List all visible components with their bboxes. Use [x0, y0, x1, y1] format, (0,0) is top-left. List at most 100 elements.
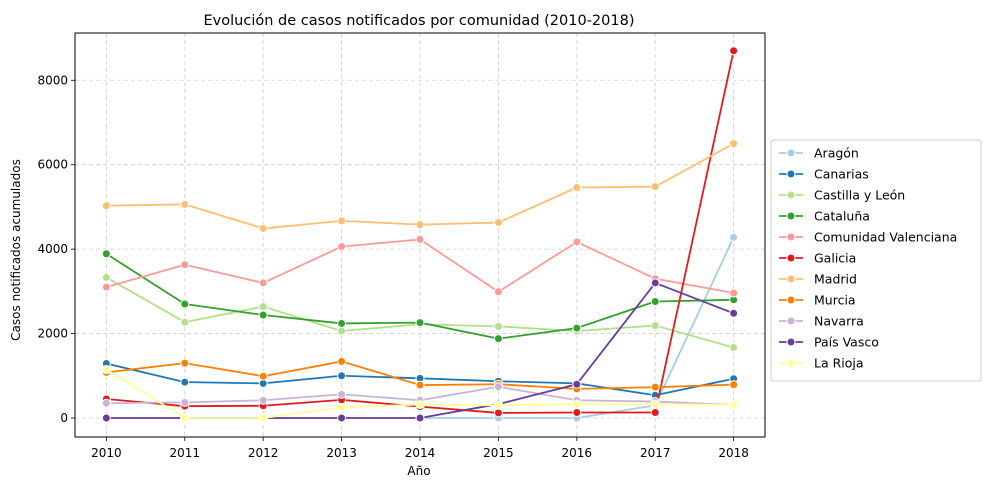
legend-label: Navarra [814, 314, 864, 329]
data-point [572, 379, 582, 389]
y-tick-label: 0 [60, 411, 68, 425]
legend-box [770, 139, 982, 382]
legend-item: Comunidad Valenciana [779, 230, 957, 245]
legend-item: Canarias [779, 167, 869, 182]
data-point [415, 399, 425, 409]
data-point [258, 278, 268, 288]
x-tick-label: 2014 [405, 446, 436, 460]
data-point [493, 218, 503, 228]
legend-label: Castilla y León [814, 188, 905, 203]
data-point [650, 296, 660, 306]
legend-marker [786, 169, 796, 179]
x-tick-label: 2018 [718, 446, 749, 460]
legend-item: Galicia [779, 251, 856, 266]
data-point [337, 216, 347, 226]
data-point [729, 232, 739, 242]
data-point [337, 371, 347, 381]
data-point [650, 278, 660, 288]
data-point [572, 408, 582, 418]
data-point [572, 323, 582, 333]
data-point [180, 397, 190, 407]
data-point [493, 400, 503, 410]
legend-item: Cataluña [779, 209, 870, 224]
data-point [101, 282, 111, 292]
legend-marker [786, 316, 796, 326]
data-point [493, 287, 503, 297]
legend-label: Comunidad Valenciana [814, 230, 957, 245]
data-point [729, 343, 739, 353]
data-point [180, 413, 190, 423]
data-point [337, 356, 347, 366]
legend-item: Navarra [779, 314, 864, 329]
data-point [101, 398, 111, 408]
data-point [101, 364, 111, 374]
x-tick-label: 2013 [326, 446, 357, 460]
series-madrid [101, 139, 739, 233]
data-point [101, 272, 111, 282]
data-point [729, 46, 739, 56]
data-point [493, 382, 503, 392]
data-point [258, 413, 268, 423]
data-point [258, 302, 268, 312]
legend-marker [786, 232, 796, 242]
data-point [415, 220, 425, 230]
data-point [650, 382, 660, 392]
data-point [258, 223, 268, 233]
y-tick-label: 4000 [37, 242, 68, 256]
y-tick-label: 8000 [37, 73, 68, 87]
data-point [415, 380, 425, 390]
data-point [650, 182, 660, 192]
x-tick-label: 2012 [248, 446, 279, 460]
data-point [337, 318, 347, 328]
legend-item: Murcia [779, 293, 856, 308]
data-point [729, 139, 739, 149]
data-point [572, 399, 582, 409]
data-point [101, 413, 111, 423]
legend-marker [786, 274, 796, 284]
data-point [180, 260, 190, 270]
legend: Aragón Canarias Castilla y León Cataluña Com… [770, 139, 982, 382]
data-point [729, 288, 739, 298]
legend-label: Cataluña [814, 209, 870, 224]
legend-marker [786, 211, 796, 221]
data-point [180, 317, 190, 327]
series-la-rioja [101, 364, 739, 423]
legend-label: Aragón [814, 146, 859, 161]
legend-item: País Vasco [779, 335, 879, 350]
data-point [337, 326, 347, 336]
data-point [729, 308, 739, 318]
legend-label: Murcia [814, 293, 856, 308]
legend-label: Canarias [814, 167, 869, 182]
y-tick-label: 2000 [37, 327, 68, 341]
legend-label: Madrid [814, 272, 857, 287]
data-point [493, 334, 503, 344]
data-point [415, 234, 425, 244]
data-point [415, 318, 425, 328]
data-point [101, 201, 111, 211]
axes: 2010 2011 2012 2013 2014 2015 2016 2017 2018 0 200… [37, 73, 748, 460]
data-point [101, 249, 111, 259]
legend-item: Castilla y León [779, 188, 905, 203]
x-tick-label: 2010 [91, 446, 122, 460]
legend-marker [786, 190, 796, 200]
y-tick-label: 6000 [37, 158, 68, 172]
data-point [493, 321, 503, 331]
legend-marker [786, 337, 796, 347]
data-point [729, 380, 739, 390]
data-point [337, 402, 347, 412]
data-point [572, 183, 582, 193]
data-point [180, 299, 190, 309]
x-axis-label: Año [407, 464, 430, 478]
x-tick-label: 2017 [640, 446, 671, 460]
data-point [337, 242, 347, 252]
data-point [572, 237, 582, 247]
x-tick-label: 2016 [562, 446, 593, 460]
legend-marker [786, 295, 796, 305]
data-point [415, 413, 425, 423]
data-point [650, 321, 660, 331]
data-point [180, 377, 190, 387]
legend-label: País Vasco [814, 335, 879, 350]
legend-item: Aragón [779, 146, 859, 161]
